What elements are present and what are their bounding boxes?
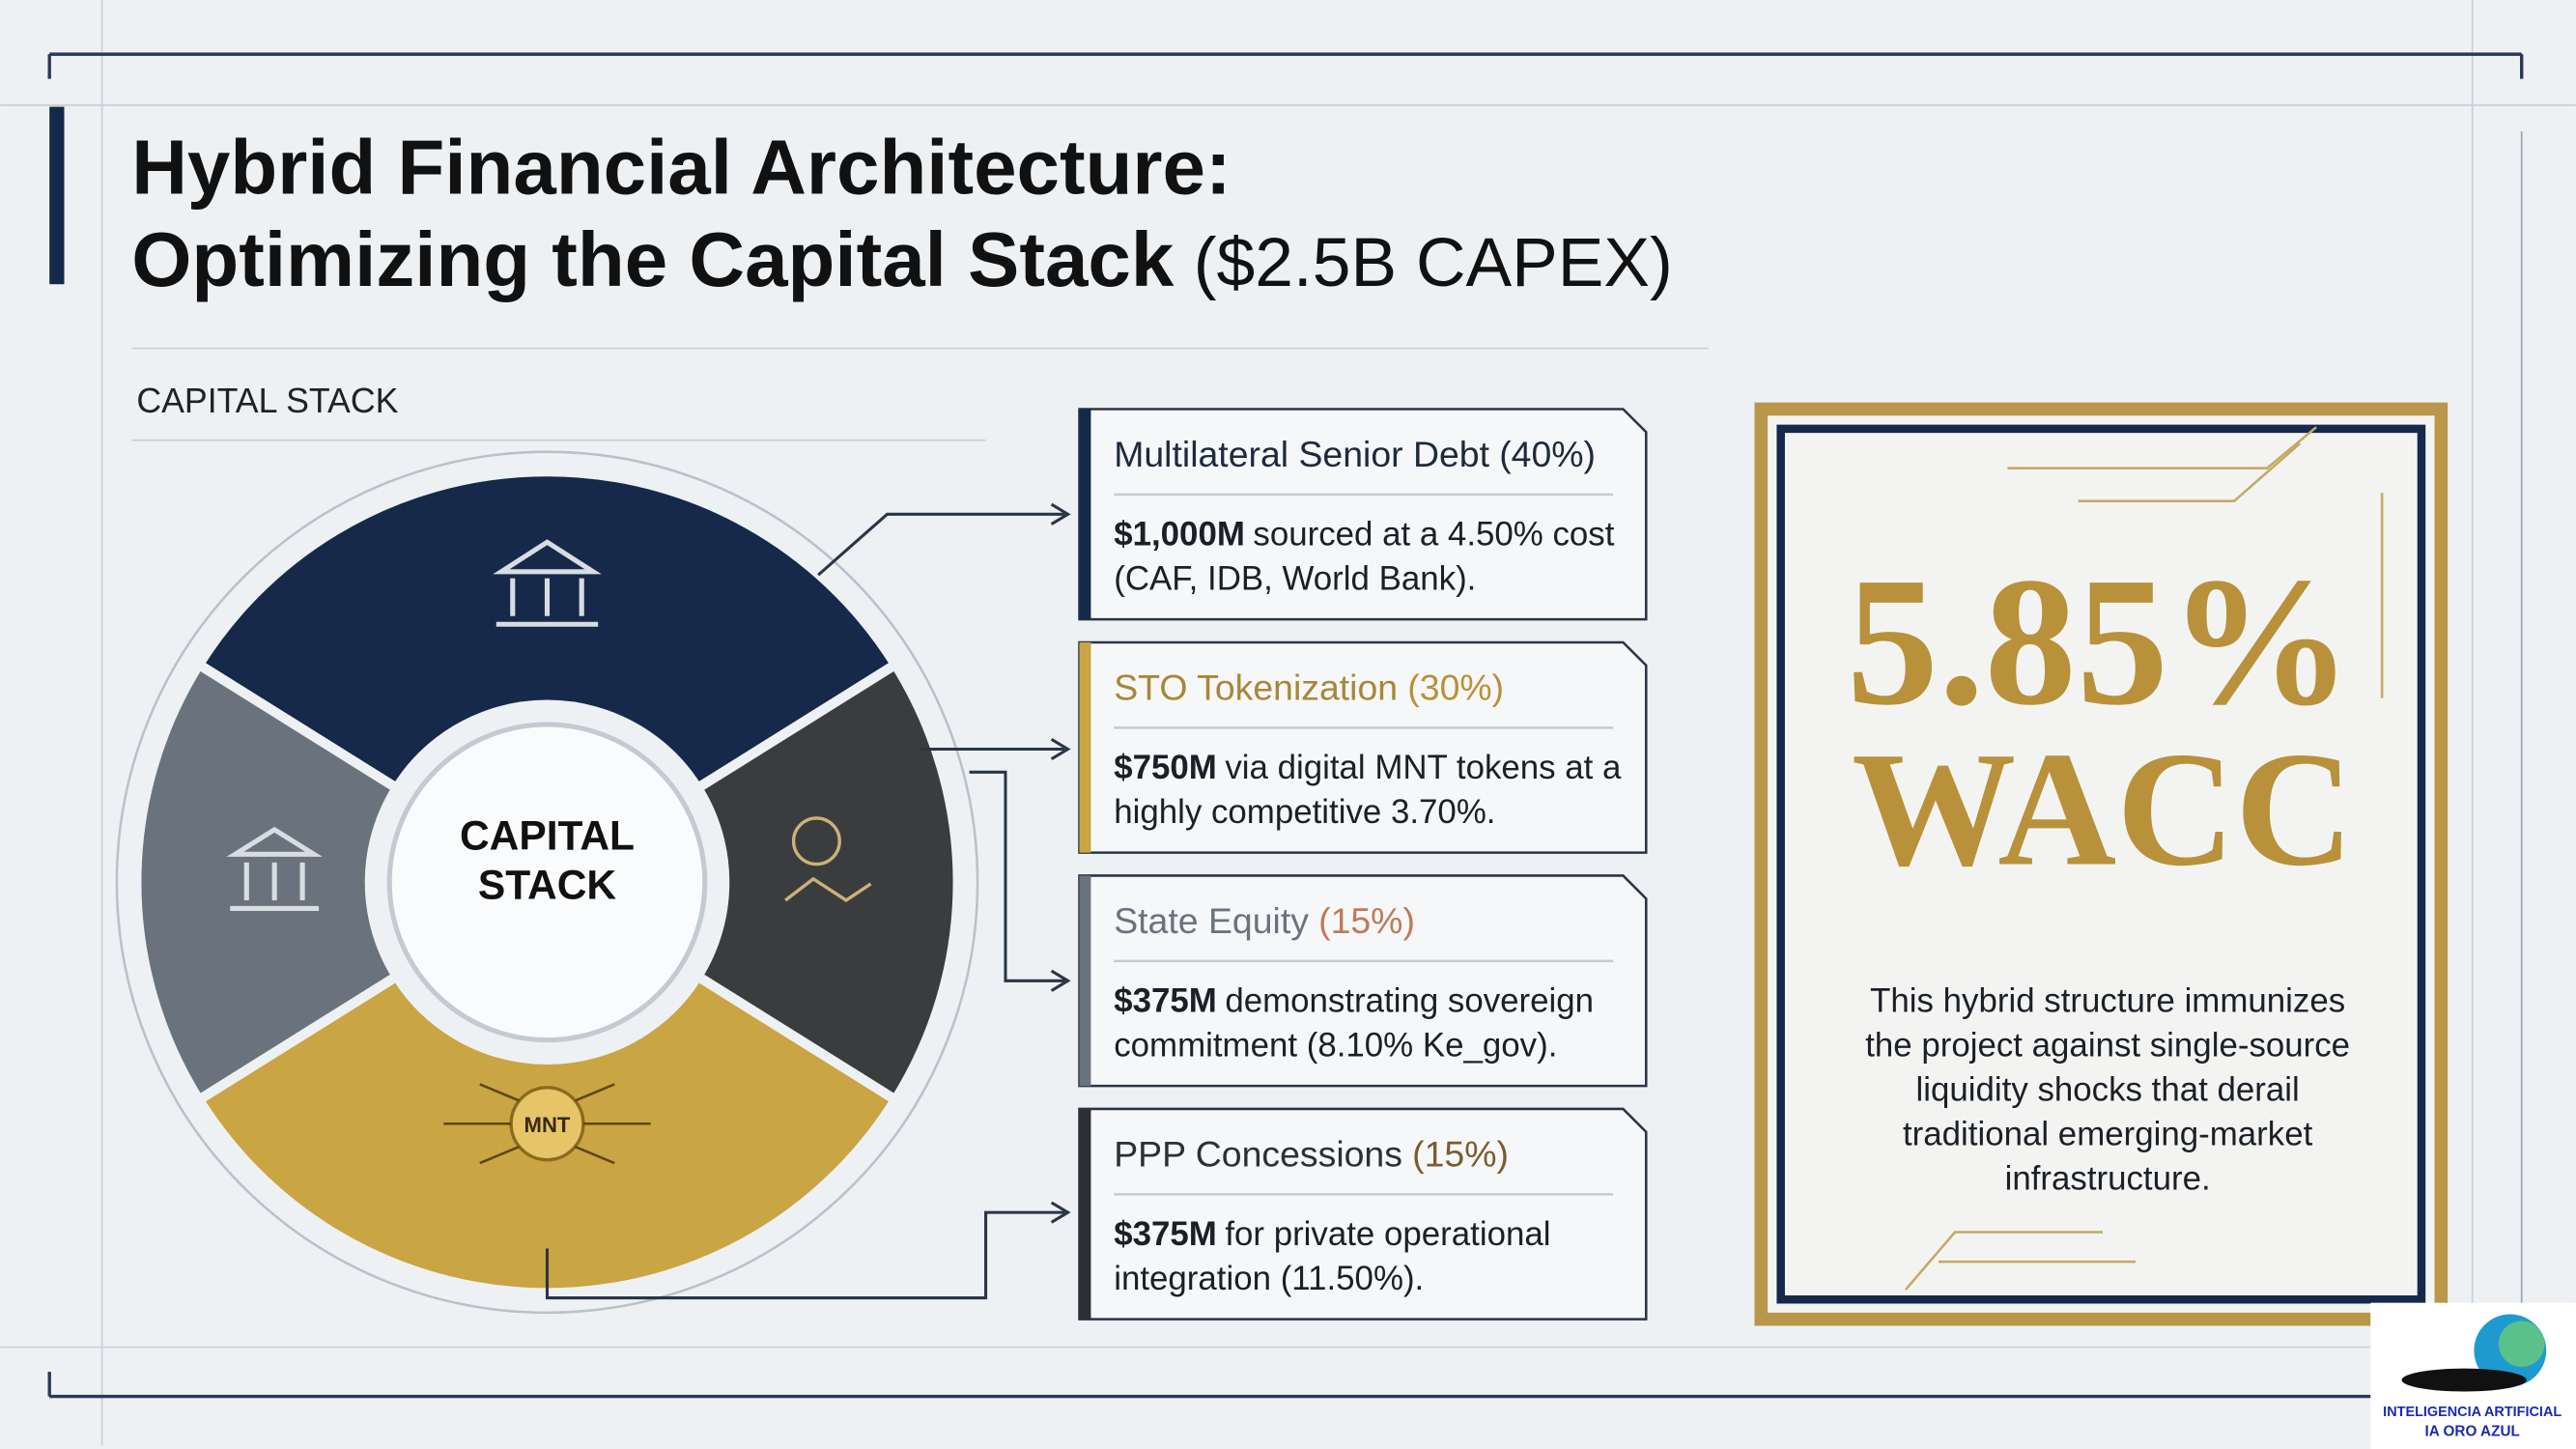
card-share: (15%): [1412, 1133, 1509, 1174]
wacc-description: traditional emerging-market: [1903, 1115, 2313, 1152]
card-body: integration (11.50%).: [1114, 1260, 1424, 1297]
wacc-value: 5.85%: [1847, 540, 2353, 744]
wacc-inner-frame: [1776, 424, 2426, 1304]
card-body: commitment (8.10% Ke_gov).: [1114, 1027, 1557, 1065]
card: [1078, 640, 1648, 854]
card-amount: $375M: [1114, 1215, 1217, 1253]
connectors: [545, 502, 1071, 1300]
card-name: Multilateral Senior Debt: [1114, 434, 1489, 474]
center-label: STACK: [478, 863, 617, 908]
card: [1078, 874, 1648, 1088]
card-amount: $375M: [1114, 982, 1217, 1020]
card-title: STO Tokenization (30%): [1114, 667, 1504, 707]
outer-ring: [115, 450, 979, 1315]
title-main: Optimizing the Capital Stack: [131, 216, 1175, 302]
logo: INTELIGENCIA ARTIFICIAL IA ORO AZUL: [2370, 1302, 2576, 1449]
stack-segment: [191, 467, 903, 795]
wacc-description: infrastructure.: [2005, 1159, 2211, 1197]
card-title: State Equity (15%): [1114, 900, 1415, 941]
wacc-description: This hybrid structure immunizes: [1870, 982, 2345, 1020]
card: [1078, 1107, 1648, 1321]
card-body: $1,000M sourced at a 4.50% cost: [1114, 516, 1614, 554]
section-label: CAPITAL STACK: [136, 382, 398, 420]
card-accent: [1079, 875, 1091, 1087]
card-amount: $1,000M: [1114, 516, 1245, 554]
card-accent: [1079, 409, 1091, 620]
card-body: (CAF, IDB, World Bank).: [1114, 560, 1476, 598]
logo-mark: [2401, 1368, 2527, 1392]
center-label: CAPITAL: [460, 813, 635, 859]
card-text: sourced at a 4.50% cost: [1253, 516, 1614, 554]
card-title: Multilateral Senior Debt (40%): [1114, 434, 1596, 474]
title: Hybrid Financial Architecture:: [131, 125, 1231, 211]
card-accent: [1079, 1108, 1091, 1320]
wacc-description: liquidity shocks that derail: [1916, 1070, 2300, 1108]
card-body: $375M for private operational: [1114, 1215, 1550, 1253]
title: Optimizing the Capital Stack ($2.5B CAPEX…: [131, 216, 1673, 302]
title-suffix: ($2.5B CAPEX): [1194, 224, 1673, 301]
stack-segment: [131, 657, 404, 1107]
logo-mark: [2498, 1321, 2545, 1367]
card-amount: $750M: [1114, 749, 1217, 786]
card-text: via digital MNT tokens at a: [1225, 749, 1622, 786]
frame-border: [47, 52, 2524, 1399]
wacc-label: WACC: [1852, 718, 2354, 900]
card-name: State Equity: [1114, 900, 1309, 941]
logo-text: INTELIGENCIA ARTIFICIAL: [2383, 1405, 2562, 1420]
card-body: $375M demonstrating sovereign: [1114, 982, 1594, 1020]
wacc-description: the project against single-source: [1865, 1027, 2350, 1065]
card-share: (30%): [1407, 667, 1504, 707]
token-label: MNT: [524, 1113, 571, 1137]
center-circle: [386, 722, 708, 1043]
cards: Multilateral Senior Debt (40%) $1,000M sour…: [1078, 408, 1648, 1321]
title-accent: [49, 106, 65, 285]
logo-text: IA ORO AZUL: [2425, 1423, 2520, 1439]
card-text: demonstrating sovereign: [1225, 982, 1594, 1020]
card-name: PPP Concessions: [1114, 1133, 1402, 1174]
card: [1078, 408, 1648, 621]
icons: MNT: [226, 539, 872, 1165]
card-accent: [1079, 641, 1091, 853]
wacc-frame: [1754, 402, 2449, 1326]
card-name: STO Tokenization: [1114, 667, 1398, 707]
card-body: highly competitive 3.70%.: [1114, 793, 1495, 831]
card-text: for private operational: [1225, 1215, 1550, 1253]
card-share: (15%): [1318, 900, 1415, 941]
card-title: PPP Concessions (15%): [1114, 1133, 1509, 1174]
wacc-panel: 5.85% WACC This hybrid structure immuniz…: [1754, 402, 2449, 1326]
stack-segment: [691, 657, 963, 1107]
card-body: $750M via digital MNT tokens at a: [1114, 749, 1622, 786]
card-share: (40%): [1499, 434, 1596, 474]
